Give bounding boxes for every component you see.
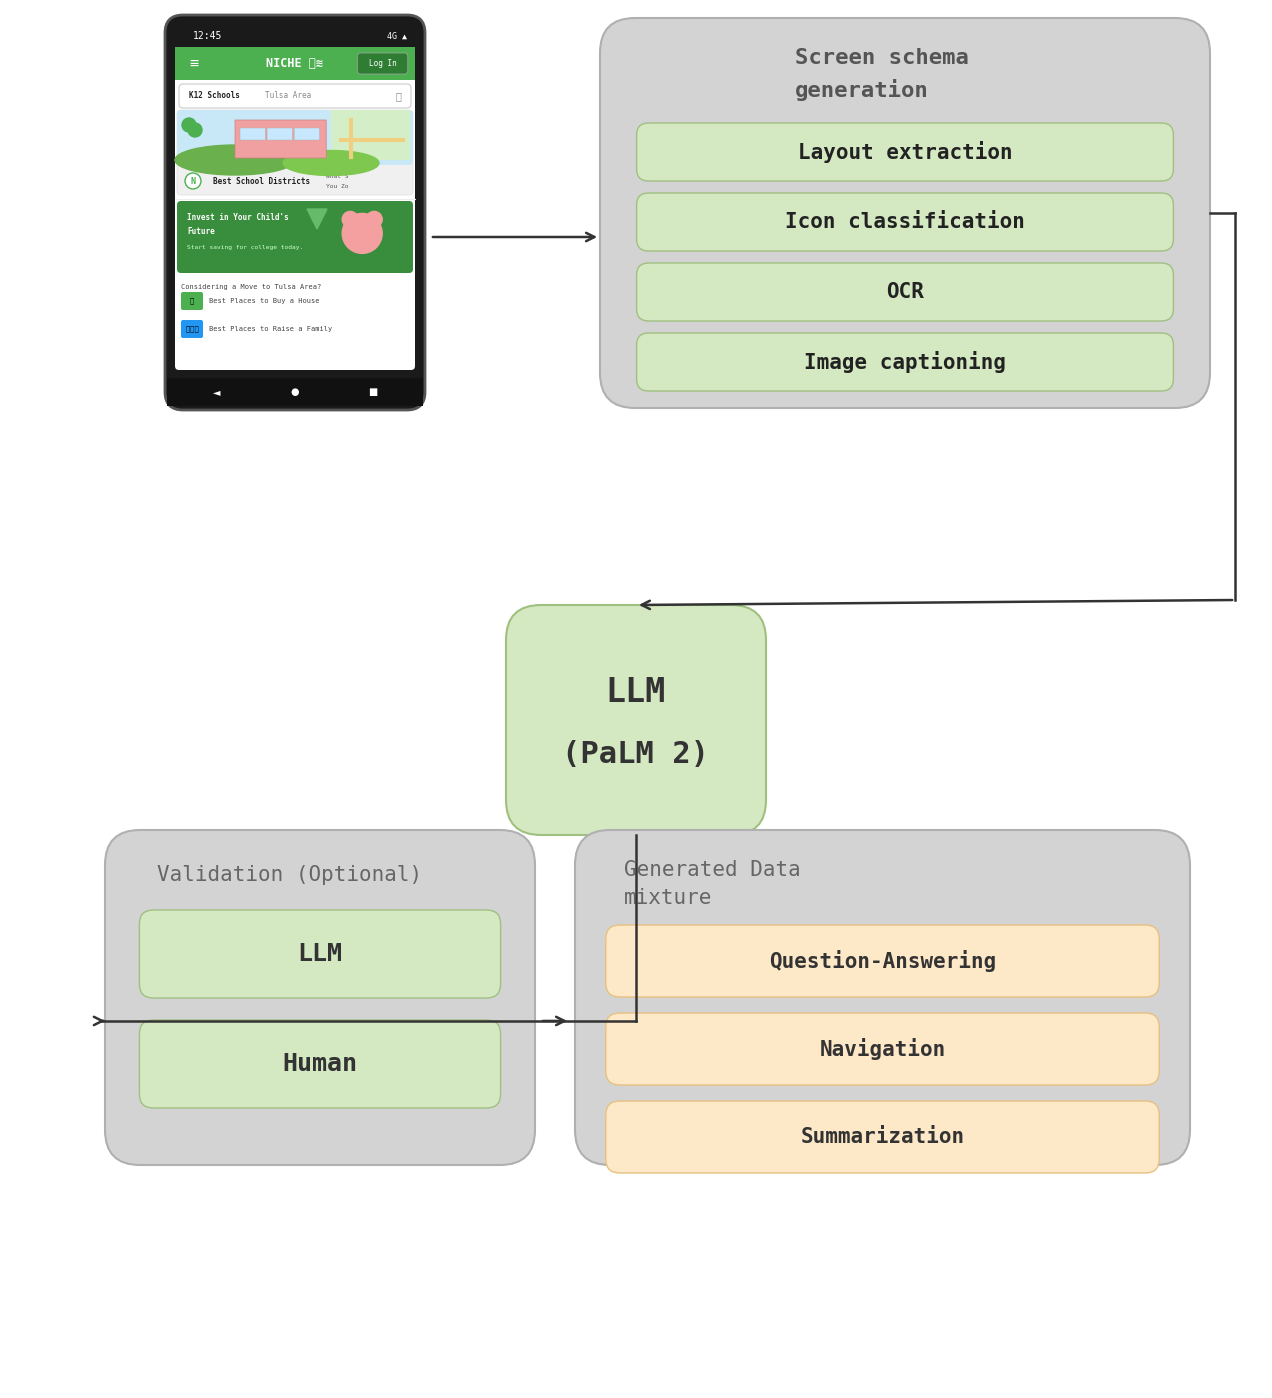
Text: Navigation: Navigation — [819, 1037, 945, 1060]
Text: Human: Human — [282, 1053, 357, 1076]
Text: What S: What S — [326, 173, 349, 179]
FancyBboxPatch shape — [600, 18, 1210, 408]
Text: Icon classification: Icon classification — [785, 212, 1025, 232]
Circle shape — [182, 117, 196, 131]
Text: Considering a Move to Tulsa Area?: Considering a Move to Tulsa Area? — [181, 284, 322, 289]
Text: ◄: ◄ — [214, 387, 221, 397]
Polygon shape — [307, 208, 327, 229]
FancyBboxPatch shape — [636, 193, 1173, 252]
FancyBboxPatch shape — [636, 263, 1173, 322]
FancyBboxPatch shape — [181, 292, 204, 310]
Text: generation: generation — [795, 80, 929, 101]
FancyBboxPatch shape — [605, 1014, 1159, 1085]
Text: Generated Data: Generated Data — [625, 860, 801, 879]
Text: LLM: LLM — [605, 675, 667, 709]
Ellipse shape — [176, 145, 295, 175]
Text: ●: ● — [291, 387, 299, 397]
FancyBboxPatch shape — [506, 605, 766, 835]
FancyBboxPatch shape — [331, 110, 410, 159]
FancyBboxPatch shape — [636, 123, 1173, 180]
FancyBboxPatch shape — [176, 25, 415, 370]
FancyBboxPatch shape — [106, 830, 536, 1165]
FancyBboxPatch shape — [165, 15, 425, 410]
Text: 🏠: 🏠 — [190, 298, 195, 305]
Text: (PaLM 2): (PaLM 2) — [562, 740, 710, 769]
Text: mixture: mixture — [625, 888, 712, 907]
Text: NICHE ⓝ≋: NICHE ⓝ≋ — [267, 57, 323, 70]
Text: ■: ■ — [369, 387, 378, 397]
Text: Screen schema: Screen schema — [795, 48, 969, 69]
Circle shape — [342, 214, 382, 253]
Text: Tulsa Area: Tulsa Area — [265, 91, 312, 101]
FancyBboxPatch shape — [605, 1102, 1159, 1173]
FancyBboxPatch shape — [294, 129, 319, 140]
Circle shape — [342, 211, 359, 228]
FancyBboxPatch shape — [177, 110, 413, 194]
Text: Best Places to Raise a Family: Best Places to Raise a Family — [209, 326, 332, 331]
FancyBboxPatch shape — [177, 201, 413, 273]
Circle shape — [366, 211, 382, 228]
Text: 4G ▲: 4G ▲ — [387, 32, 407, 41]
FancyBboxPatch shape — [179, 84, 411, 108]
Text: Layout extraction: Layout extraction — [798, 141, 1013, 164]
Text: Best School Districts: Best School Districts — [212, 176, 310, 186]
FancyBboxPatch shape — [140, 910, 501, 998]
Text: LLM: LLM — [298, 942, 342, 966]
Text: 12:45: 12:45 — [193, 31, 223, 41]
Text: Validation (Optional): Validation (Optional) — [156, 865, 422, 885]
FancyBboxPatch shape — [575, 830, 1191, 1165]
Text: Question-Answering: Question-Answering — [768, 951, 996, 972]
Text: Future: Future — [187, 226, 215, 235]
Text: You Zo: You Zo — [326, 183, 349, 189]
Circle shape — [188, 123, 202, 137]
Circle shape — [184, 173, 201, 189]
Text: K12 Schools: K12 Schools — [190, 91, 240, 101]
Text: 👨‍👩‍👧: 👨‍👩‍👧 — [186, 326, 198, 333]
FancyBboxPatch shape — [177, 110, 413, 165]
Text: Best Places to Buy a House: Best Places to Buy a House — [209, 298, 319, 303]
FancyBboxPatch shape — [605, 925, 1159, 997]
FancyBboxPatch shape — [176, 48, 415, 80]
FancyBboxPatch shape — [267, 129, 293, 140]
FancyBboxPatch shape — [176, 25, 415, 48]
FancyBboxPatch shape — [357, 53, 408, 74]
Text: OCR: OCR — [887, 282, 923, 302]
FancyBboxPatch shape — [140, 1021, 501, 1109]
Text: ≡: ≡ — [190, 56, 198, 71]
Text: 🔍: 🔍 — [396, 91, 401, 101]
Text: N: N — [191, 176, 196, 186]
FancyBboxPatch shape — [167, 377, 424, 405]
Text: Start saving for college today.: Start saving for college today. — [187, 245, 303, 249]
FancyBboxPatch shape — [240, 129, 266, 140]
FancyBboxPatch shape — [636, 333, 1173, 391]
FancyBboxPatch shape — [235, 120, 326, 158]
Ellipse shape — [282, 151, 379, 176]
Text: Invest in Your Child's: Invest in Your Child's — [187, 212, 289, 221]
Text: Image captioning: Image captioning — [804, 351, 1006, 373]
Text: Log In: Log In — [369, 59, 397, 69]
Text: Summarization: Summarization — [800, 1127, 964, 1146]
FancyBboxPatch shape — [181, 320, 204, 338]
